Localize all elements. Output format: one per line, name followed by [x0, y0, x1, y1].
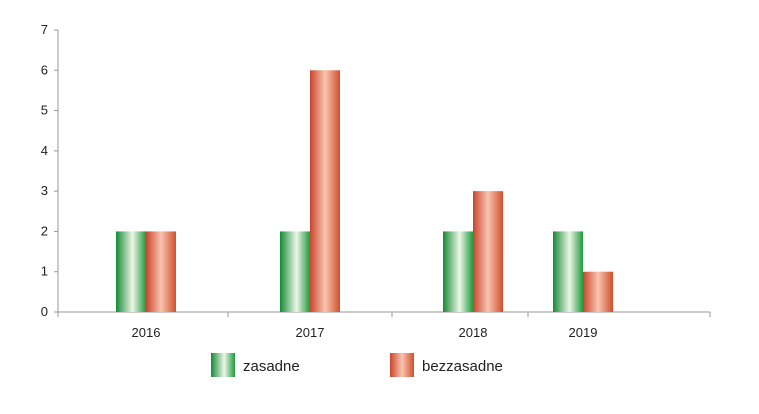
legend: zasadne bezzasadne: [211, 353, 503, 377]
legend-item-zasadne: zasadne: [211, 353, 300, 377]
x-tick-label: 2016: [132, 325, 161, 340]
legend-label-zasadne: zasadne: [243, 358, 300, 375]
legend-item-bezzasadne: bezzasadne: [390, 353, 503, 377]
y-tick-label: 1: [41, 264, 48, 279]
x-tick-label: 2018: [459, 325, 488, 340]
bar-zasadne-2018: [443, 231, 473, 312]
legend-swatch-zasadne: [211, 353, 235, 377]
bar-zasadne-2017: [280, 231, 310, 312]
legend-swatch-bezzasadne: [390, 353, 414, 377]
y-tick-label: 6: [41, 62, 48, 77]
y-tick-label: 5: [41, 103, 48, 118]
x-tick-label: 2019: [569, 325, 598, 340]
bar-group: [116, 70, 613, 313]
bar-bezzasadne-2016: [146, 231, 176, 312]
y-tick-group: 0 1 2 3 4 5 6 7: [41, 22, 58, 319]
bar-bezzasadne-2017: [310, 70, 340, 313]
x-label-group: 2016 2017 2018 2019: [57, 312, 711, 340]
bar-bezzasadne-2018: [473, 191, 503, 312]
bar-bezzasadne-2019: [583, 271, 613, 312]
y-tick-label: 3: [41, 183, 48, 198]
y-tick-label: 2: [41, 223, 48, 238]
y-tick-label: 7: [41, 22, 48, 37]
legend-label-bezzasadne: bezzasadne: [422, 358, 503, 375]
x-tick-label: 2017: [296, 325, 325, 340]
y-tick-label: 4: [41, 143, 48, 158]
y-tick-label: 0: [41, 304, 48, 319]
bar-zasadne-2016: [116, 231, 146, 312]
bar-zasadne-2019: [553, 231, 583, 312]
